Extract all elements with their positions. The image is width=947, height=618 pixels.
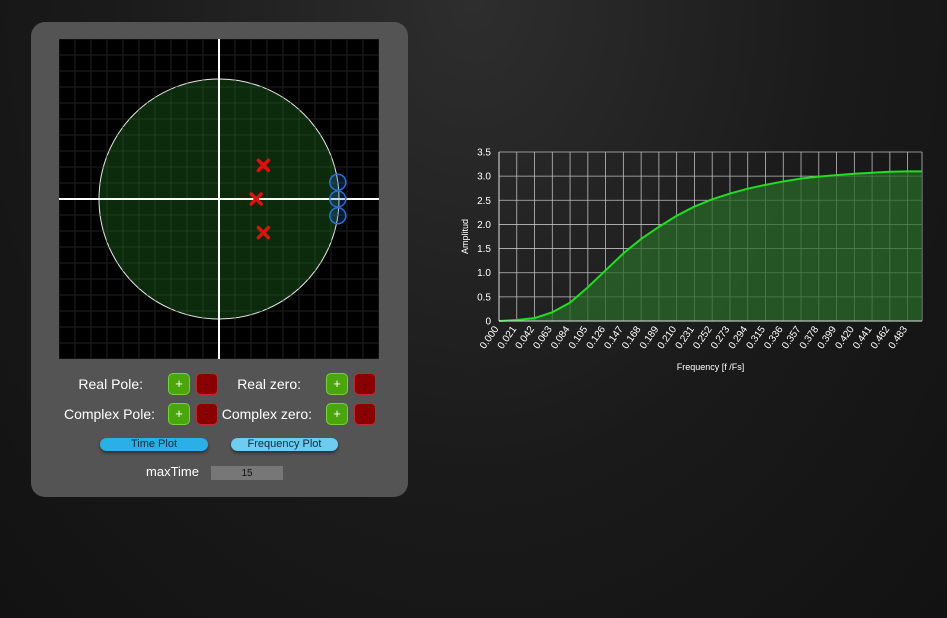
pole-marker[interactable] (249, 192, 263, 206)
remove-real-zero-button[interactable]: - (354, 373, 376, 395)
real-pole-label: Real Pole: (78, 376, 143, 392)
y-tick-label: 3.0 (477, 172, 491, 183)
x-tick-label: 0.483 (887, 324, 911, 351)
pole-marker[interactable] (256, 158, 271, 173)
pole-marker[interactable] (256, 225, 271, 240)
y-tick-label: 0 (485, 317, 491, 328)
zero-marker[interactable] (329, 207, 347, 225)
complex-pole-label: Complex Pole: (63, 406, 155, 422)
y-tick-label: 0.5 (477, 292, 491, 303)
y-tick-label: 2.0 (477, 220, 491, 231)
add-real-pole-button[interactable]: + (168, 373, 190, 395)
remove-complex-pole-button[interactable]: - (196, 403, 218, 425)
response-line (498, 170, 922, 322)
remove-complex-zero-button[interactable]: - (354, 403, 376, 425)
y-axis-label: Amplitud (460, 219, 470, 254)
add-real-zero-button[interactable]: + (326, 373, 348, 395)
maxtime-input[interactable] (211, 466, 283, 480)
real-zero-label: Real zero: (237, 376, 301, 392)
time-plot-button[interactable]: Time Plot (100, 438, 208, 451)
y-tick-label: 3.5 (477, 148, 491, 159)
add-complex-zero-button[interactable]: + (326, 403, 348, 425)
add-complex-pole-button[interactable]: + (168, 403, 190, 425)
zero-marker[interactable] (329, 190, 347, 208)
complex-zero-label: Complex zero: (221, 406, 312, 422)
frequency-plot-button[interactable]: Frequency Plot (231, 438, 338, 451)
frequency-response-chart: 00.51.01.52.02.53.03.50.0000.0210.0420.0… (460, 148, 923, 372)
pole-stroke (256, 225, 271, 240)
pole-stroke (256, 158, 271, 173)
maxtime-label: maxTime (146, 464, 199, 479)
z-plane-plot[interactable] (59, 39, 379, 359)
response-area (499, 171, 922, 321)
x-axis-label: Frequency [f /Fs] (677, 362, 745, 372)
remove-real-pole-button[interactable]: - (196, 373, 218, 395)
pole-stroke (249, 192, 263, 206)
y-tick-label: 2.5 (477, 196, 491, 207)
zero-marker[interactable] (329, 173, 347, 191)
control-panel: Real Pole: + - Real zero: + - Complex Po… (31, 22, 408, 497)
y-tick-label: 1.5 (477, 244, 491, 255)
y-tick-label: 1.0 (477, 268, 491, 279)
